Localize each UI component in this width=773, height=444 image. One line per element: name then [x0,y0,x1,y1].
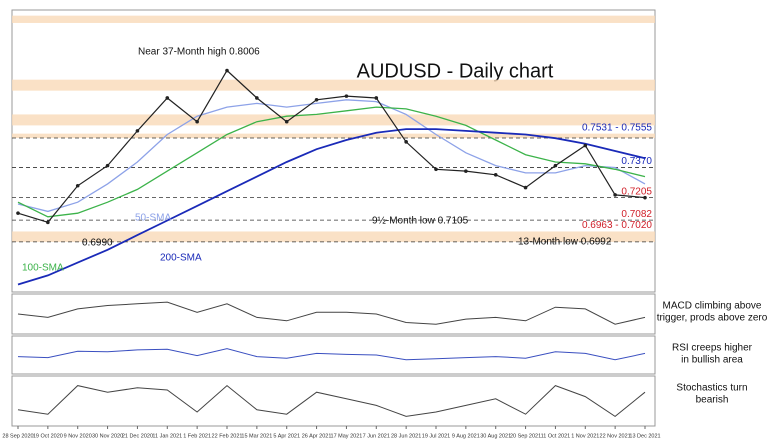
macd-panel [11,293,656,335]
price-point [374,96,379,100]
indicator-note: trigger, prods above zero [657,313,768,324]
price-point [553,163,558,168]
annotation: 0.6990 [82,238,113,249]
price-point [493,172,498,177]
level-zone [12,133,655,139]
price-point [523,185,528,190]
price-point [195,119,199,124]
x-tick-label: 7 Jun 2021 [363,433,390,439]
x-tick-label: 28 Jun 2021 [391,433,421,439]
x-tick-label: 30 Nov 2020 [92,433,123,439]
price-point [255,96,259,100]
x-tick-label: 20 Sep 2021 [510,433,541,439]
indicator-line [17,301,646,325]
series-label: 200-SMA [160,253,202,264]
price-point [344,94,349,98]
series-label: 100-SMA [22,263,64,274]
resistance-zone [12,79,655,91]
resistance-zone [12,114,655,126]
x-tick-label: 11 Oct 2021 [541,433,571,439]
x-tick-label: 26 Apr 2021 [302,433,332,439]
x-tick-label: 9 Aug 2021 [452,433,480,439]
x-tick-label: 30 Aug 2021 [480,433,511,439]
price-point [434,167,438,172]
annotation: 13-Month low 0.6992 [518,237,612,248]
price-point [284,119,289,124]
price-point [404,140,408,144]
x-tick-label: 15 Mar 2021 [241,433,272,439]
price-point [225,68,229,73]
price-point [643,195,647,200]
x-tick-label: 11 Jan 2021 [152,433,182,439]
price-point [464,169,468,173]
stoch-panel [11,375,656,427]
indicator-note: RSI creeps higher [672,343,753,354]
x-tick-label: 21 Dec 2020 [122,433,153,439]
x-tick-label: 1 Feb 2021 [183,433,211,439]
indicator-note: in bullish area [681,355,743,366]
x-tick-label: 22 Nov 2021 [600,433,631,439]
price-point [75,183,80,188]
series-label: 50-SMA [135,213,171,224]
resistance-zone [12,15,655,23]
annotation: 9½-Month low 0.7105 [372,216,469,227]
x-tick-label: 19 Jul 2021 [422,433,450,439]
sma-line [17,106,646,218]
level-label: 0.7082 [621,209,652,220]
indicator-note: bearish [696,395,729,406]
level-zone [12,231,655,242]
x-tick-label: 19 Oct 2020 [33,433,63,439]
chart-title: AUDUSD - Daily chart [357,60,554,82]
x-tick-label: 13 Dec 2021 [629,433,660,439]
x-tick-label: 5 Apr 2021 [273,433,300,439]
x-tick-label: 22 Feb 2021 [212,433,243,439]
main-panel [11,9,656,293]
sma-line [17,128,646,286]
price-point [46,220,50,225]
x-tick-label: 1 Nov 2021 [571,433,599,439]
rsi-panel [11,335,656,375]
level-label: 0.6963 - 0.7020 [582,220,652,231]
indicator-line [17,348,646,361]
sma-line [17,99,646,213]
annotation: Near 37-Month high 0.8006 [138,47,260,58]
x-tick-label: 28 Sep 2020 [2,433,33,439]
x-tick-label: 17 May 2021 [331,433,363,439]
x-tick-label: 9 Nov 2020 [64,433,92,439]
price-point [16,211,20,215]
price-point [613,193,617,197]
price-point [165,96,170,100]
indicator-line [17,384,646,418]
level-label: 0.7205 [621,186,652,197]
indicator-note: Stochastics turn [676,383,747,394]
price-point [135,129,140,133]
level-label: 0.7370 [621,156,652,167]
price-point [314,97,319,102]
price-line [17,69,646,223]
price-point [583,143,588,148]
price-point [105,163,110,168]
level-label: 0.7531 - 0.7555 [582,122,652,133]
indicator-note: MACD climbing above [663,301,762,312]
